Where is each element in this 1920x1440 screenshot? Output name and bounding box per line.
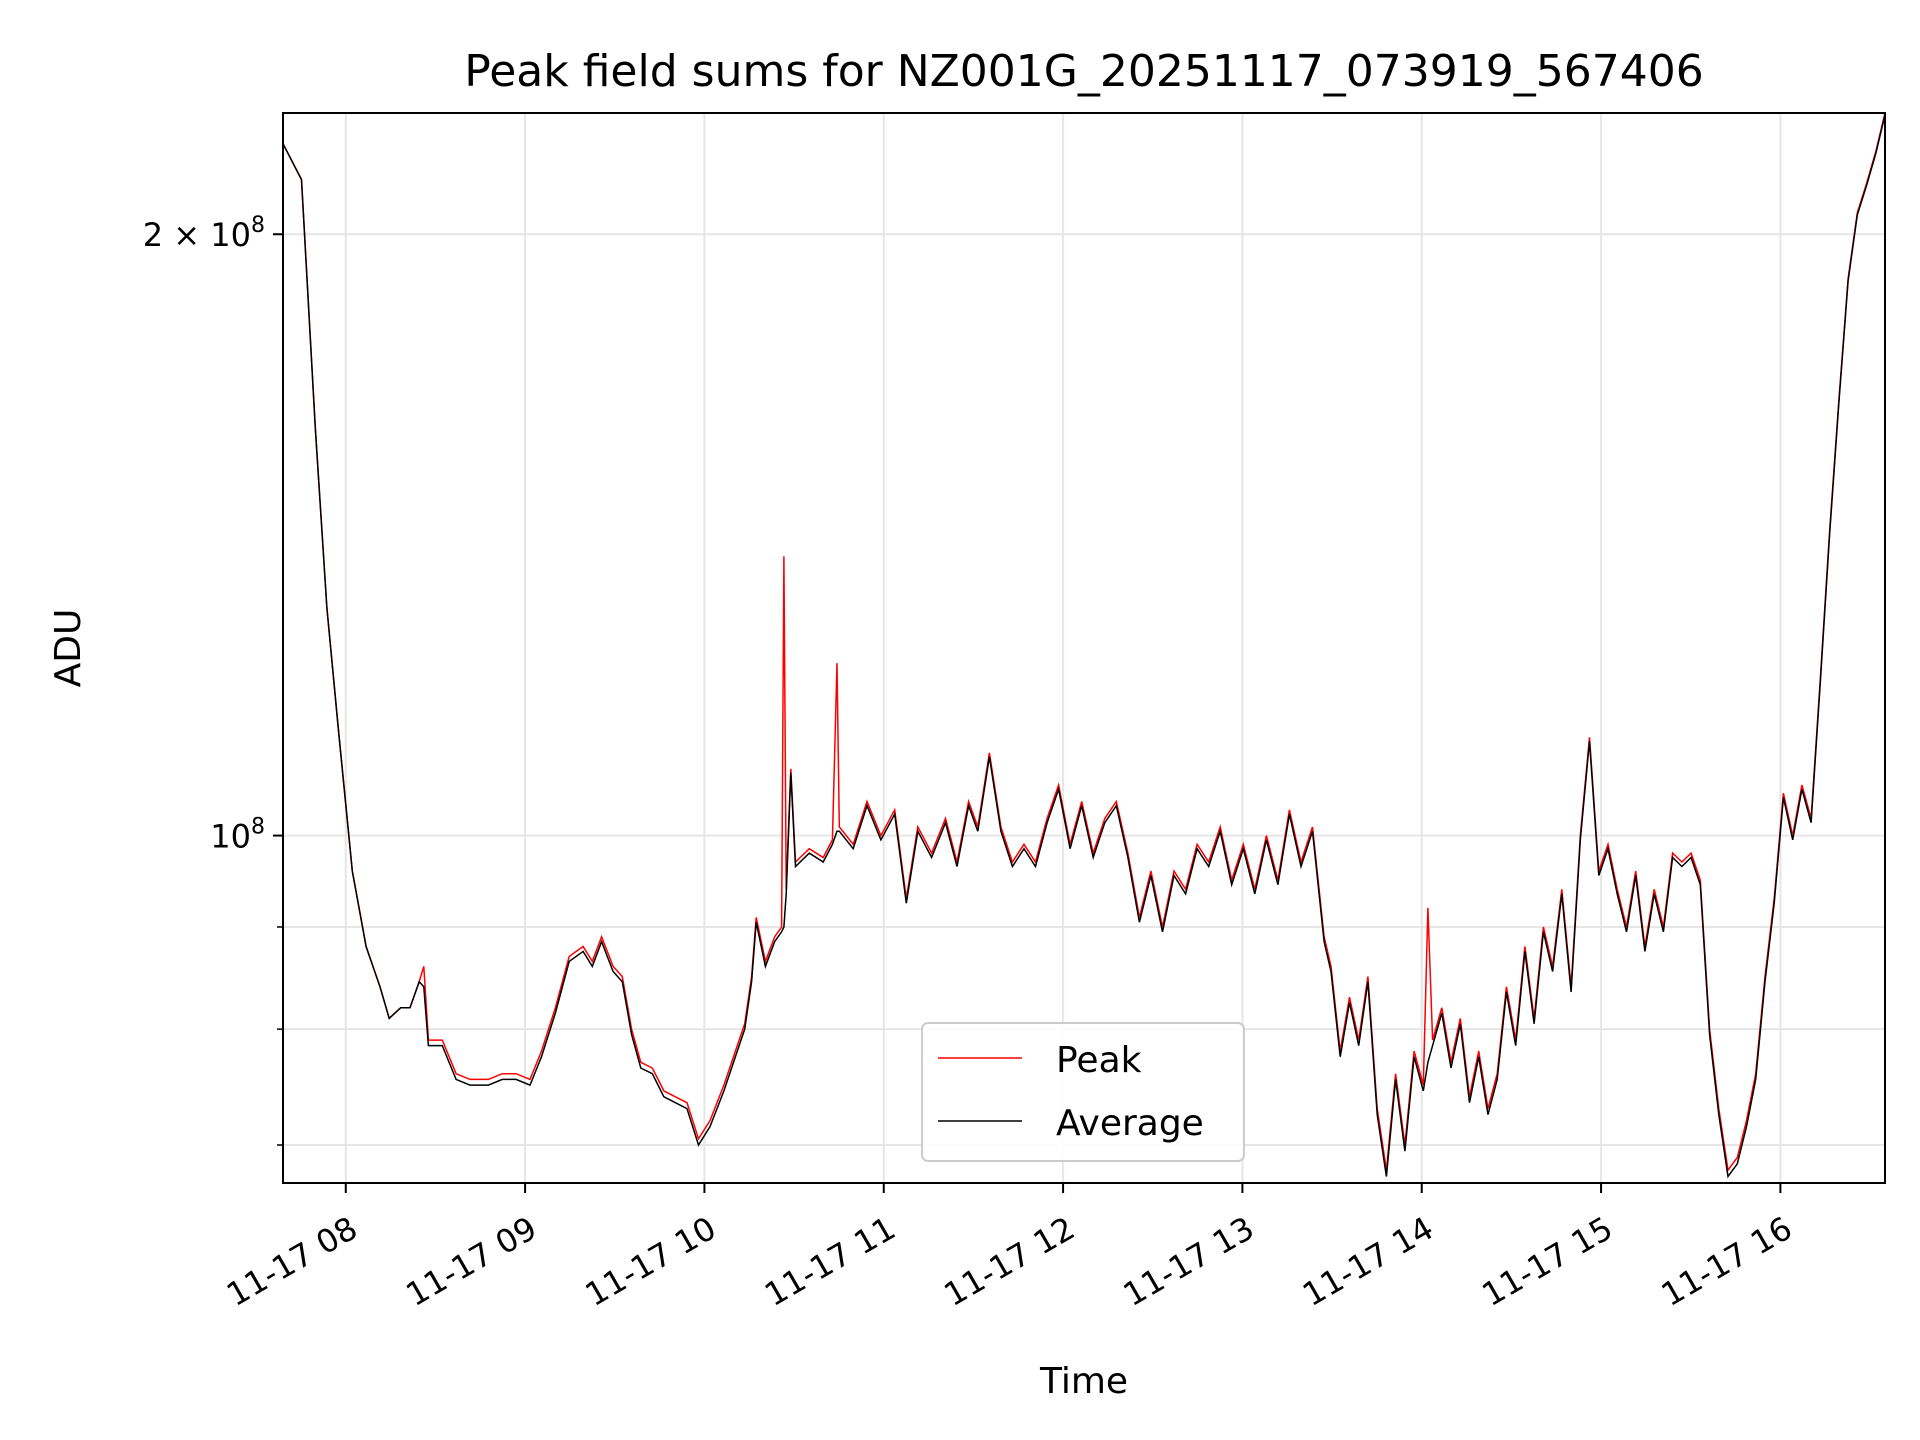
x-axis-label: Time bbox=[1039, 1361, 1128, 1402]
series-layer bbox=[283, 113, 1885, 1179]
y-axis-label: ADU bbox=[48, 609, 89, 688]
y-tick-label: 108 bbox=[210, 815, 265, 856]
legend-label-average: Average bbox=[1056, 1103, 1204, 1144]
legend-label-peak: Peak bbox=[1056, 1040, 1142, 1081]
y-tick-label: 2 × 108 bbox=[143, 213, 265, 254]
series-line-average bbox=[283, 114, 1885, 1179]
chart-title: Peak field sums for NZ001G_20251117_0739… bbox=[464, 46, 1703, 97]
y-axis: 108 2 × 108 bbox=[143, 213, 283, 1146]
plot-frame bbox=[282, 112, 1886, 1184]
legend: Peak Average bbox=[921, 1022, 1245, 1162]
